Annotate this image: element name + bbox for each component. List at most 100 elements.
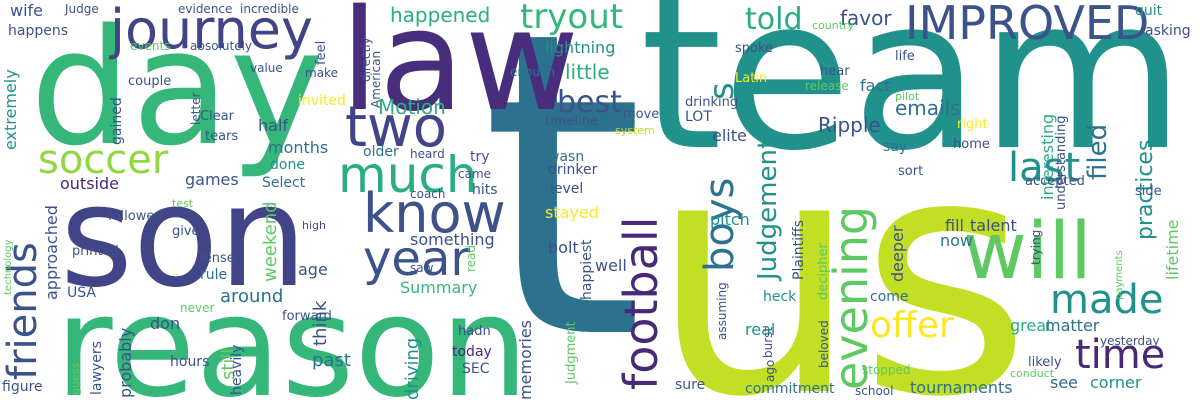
word-emails: emails [895,96,961,120]
word-us: us [650,85,1032,400]
word-tryout: tryout [520,0,624,37]
word-conduct: conduct [1010,367,1055,380]
word-extremely: extremely [1,69,20,150]
word-past: past [312,350,351,371]
word-tense: Tense [198,251,235,266]
word-stopped: stopped [862,363,911,377]
word-printed: printed [72,244,119,259]
word-never: never [180,301,215,315]
word-elite: elite [712,126,747,145]
word-stayed: stayed [545,203,599,222]
word-bolt: bolt [548,238,579,257]
word-system: system [615,124,655,137]
word-pitch: pitch [710,210,750,229]
word-year: year [363,231,471,287]
word-great: great [1010,316,1053,335]
word-around: around [220,286,284,307]
word-guess: guess [69,362,82,395]
word-timeline: timeline [545,114,598,129]
word-tears: tears [205,129,239,144]
word-lifetime: lifetime [1163,219,1182,280]
word-don: don [150,314,181,333]
word-filed: filed [1083,123,1113,180]
word-drinking: drinking [685,95,739,110]
word-accepted: accepted [1025,174,1085,189]
word-judgment: Judgment [564,321,579,384]
word-team: team [640,0,1185,197]
word-wife: wife [10,1,44,20]
word-happened: happened [390,3,491,27]
word-saw: saw [410,261,434,275]
word-figure: figure [2,379,43,395]
word-matter: matter [1045,316,1100,335]
word-heavily: heavily [229,344,245,395]
word-journey: journey [110,0,313,61]
word-day: day [30,0,325,181]
word-talent: talent [970,216,1017,235]
word-son: son [60,156,308,319]
word-fill: fill [945,216,964,235]
word-spoke: spoke [735,41,774,56]
word-likely: likely [1028,355,1062,370]
word-came: came [458,167,492,181]
word-judgement: Judgement [753,138,783,280]
word-today: today [452,344,492,360]
word-see: see [1050,373,1079,392]
word-quit: quit [1135,3,1163,19]
word-burst: burst [761,326,775,358]
word-lot: LOT [685,109,712,125]
word-real: real [745,320,776,339]
word-drinker: drinker [548,162,598,178]
word-country: country [812,19,855,32]
word-half: half [258,116,289,135]
word-yesterday: yesterday [1100,334,1160,348]
word-latin: Latin [735,71,768,86]
word-law: law [340,0,580,143]
word-gained: gained [109,97,125,145]
word-events: events [130,39,171,53]
word-decipher: decipher [816,243,831,300]
word-technology: technology [3,239,14,295]
word-wasn: wasn [548,149,585,165]
word-clear: Clear [200,109,234,124]
word-commitment: commitment [745,381,835,397]
word-read: read [464,244,478,272]
word-incredible: incredible [240,2,299,16]
word-home: home [953,137,990,152]
word-motion: Motion [378,95,446,119]
word-driving: driving [402,337,423,400]
word-rule: rule [200,267,228,283]
word-summary: Summary [400,278,478,297]
word-time: time [1075,332,1166,378]
word-improved: IMPROVED [905,0,1150,50]
word-fact: fact [860,76,891,95]
word-will: will [963,207,1092,297]
word-two: two [345,95,448,160]
word-tournaments: tournaments [910,378,1013,397]
word-happens: happens [8,23,69,39]
word-made: made [1050,277,1164,323]
word-asking: asking [1145,23,1191,39]
word-invited: invited [298,93,346,109]
word-club: Club [67,323,83,355]
word-probably: probably [116,327,135,398]
word-something: something [410,230,495,249]
word-evidence: evidence [178,2,233,16]
word-come: come [870,289,909,305]
word-happiest: happiest [579,239,595,300]
word-told: told [745,2,803,37]
word-life: life [895,49,915,64]
word-level: level [550,181,584,197]
word-select: Select [262,175,306,191]
word-sure: sure [675,377,706,393]
word-age: age [298,260,328,279]
word-feel: feel [314,40,329,65]
word-memories: memories [516,319,535,400]
word-offer: offer [870,305,954,346]
word-school: school [855,384,894,398]
word-high: high [302,219,326,232]
word-soccer: soccer [38,137,169,183]
word-understanding: understanding [1054,115,1069,210]
word-summary-v: weekend [260,201,281,282]
